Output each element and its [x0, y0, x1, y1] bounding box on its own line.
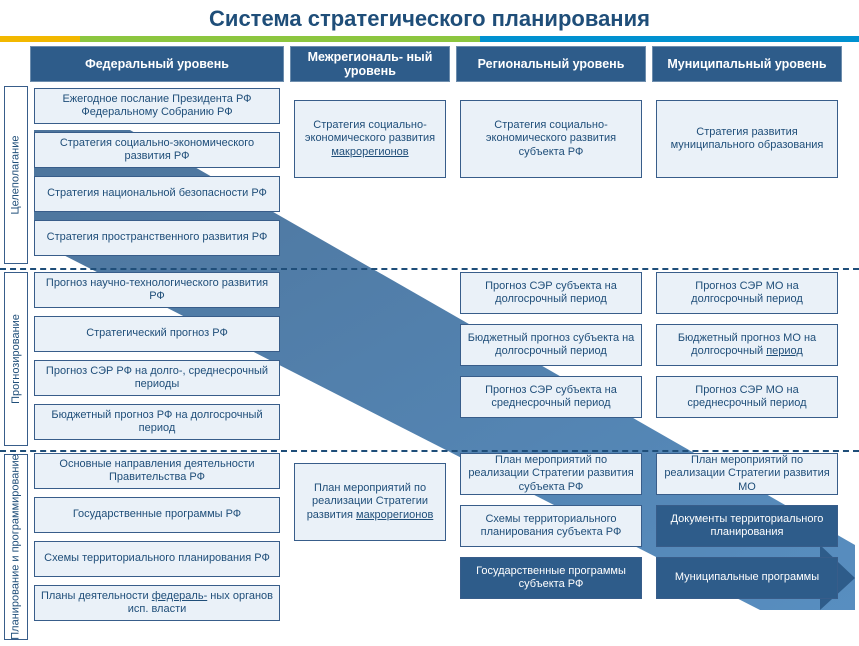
doc-box: Стратегия социально-экономического разви…	[294, 100, 446, 178]
doc-box: Стратегия социально-экономического разви…	[460, 100, 642, 178]
title-stripe	[0, 36, 859, 42]
doc-box: План мероприятий по реализации Стратегии…	[656, 453, 838, 495]
doc-box: Государственные программы РФ	[34, 497, 280, 533]
row-label-forecast: Прогнозирование	[4, 272, 28, 446]
doc-box: Бюджетный прогноз МО на долгосрочный пер…	[656, 324, 838, 366]
doc-box: Прогноз СЭР субъекта на долгосрочный пер…	[460, 272, 642, 314]
matrix-grid: Федеральный уровень Межрегиональ- ный ур…	[30, 46, 855, 642]
page-title: Система стратегического планирования	[0, 0, 859, 36]
doc-box: Стратегический прогноз РФ	[34, 316, 280, 352]
doc-box: Муниципальные программы	[656, 557, 838, 599]
row-label-planning: Планирование и программирование	[4, 454, 28, 640]
col-interregional: Стратегия социально-экономического разви…	[290, 82, 450, 642]
row-label-goals: Целеполагание	[4, 86, 28, 264]
doc-box: Прогноз СЭР МО на среднесрочный период	[656, 376, 838, 418]
doc-box: Основные направления деятельности Правит…	[34, 453, 280, 489]
col-header-interregional: Межрегиональ- ный уровень	[290, 46, 450, 82]
doc-box: Государственные программы субъекта РФ	[460, 557, 642, 599]
col-header-federal: Федеральный уровень	[30, 46, 284, 82]
doc-box: Стратегия пространственного развития РФ	[34, 220, 280, 256]
col-federal: Ежегодное послание Президента РФ Федерал…	[30, 82, 284, 642]
doc-box: Прогноз СЭР МО на долгосрочный период	[656, 272, 838, 314]
doc-box: Прогноз СЭР РФ на долго-, среднесрочный …	[34, 360, 280, 396]
doc-box: Схемы территориального планирования РФ	[34, 541, 280, 577]
doc-box: Прогноз СЭР субъекта на среднесрочный пе…	[460, 376, 642, 418]
doc-box: Стратегия развития муниципального образо…	[656, 100, 838, 178]
doc-box: Бюджетный прогноз субъекта на долгосрочн…	[460, 324, 642, 366]
doc-box: Документы территориального планирования	[656, 505, 838, 547]
doc-box: Планы деятельности федераль- ных органов…	[34, 585, 280, 621]
col-header-regional: Региональный уровень	[456, 46, 646, 82]
doc-box: Стратегия национальной безопасности РФ	[34, 176, 280, 212]
doc-box: План мероприятий по реализации Стратегии…	[294, 463, 446, 541]
col-header-municipal: Муниципальный уровень	[652, 46, 842, 82]
doc-box: Ежегодное послание Президента РФ Федерал…	[34, 88, 280, 124]
diagram-root: { "title": { "text": "Система стратегиче…	[0, 0, 859, 646]
doc-box: План мероприятий по реализации Стратегии…	[460, 453, 642, 495]
col-municipal: Стратегия развития муниципального образо…	[652, 82, 842, 642]
doc-box: Бюджетный прогноз РФ на долгосрочный пер…	[34, 404, 280, 440]
doc-box: Схемы территориального планирования субъ…	[460, 505, 642, 547]
doc-box: Прогноз научно-технологического развития…	[34, 272, 280, 308]
doc-box: Стратегия социально-экономического разви…	[34, 132, 280, 168]
col-regional: Стратегия социально-экономического разви…	[456, 82, 646, 642]
